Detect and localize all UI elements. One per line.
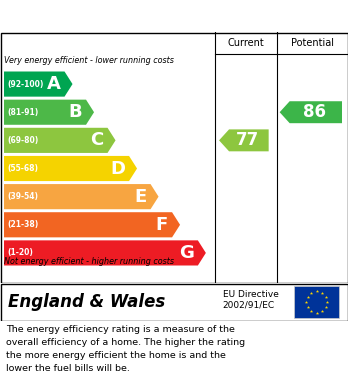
Text: F: F — [156, 216, 168, 234]
Text: (81-91): (81-91) — [7, 108, 38, 117]
Polygon shape — [4, 156, 137, 181]
Text: B: B — [69, 103, 82, 121]
Bar — [294, 286, 339, 318]
Text: England & Wales: England & Wales — [8, 293, 165, 311]
Text: C: C — [90, 131, 104, 149]
Text: Energy Efficiency Rating: Energy Efficiency Rating — [8, 9, 218, 23]
Text: E: E — [134, 188, 147, 206]
Text: (55-68): (55-68) — [7, 164, 38, 173]
Text: 86: 86 — [303, 103, 326, 121]
Text: A: A — [47, 75, 61, 93]
Polygon shape — [4, 100, 94, 125]
Text: Current: Current — [228, 38, 264, 48]
Polygon shape — [4, 212, 180, 237]
Polygon shape — [280, 101, 342, 123]
Polygon shape — [219, 129, 269, 151]
Text: EU Directive
2002/91/EC: EU Directive 2002/91/EC — [223, 290, 279, 310]
Text: Very energy efficient - lower running costs: Very energy efficient - lower running co… — [4, 56, 174, 65]
Text: (21-38): (21-38) — [7, 220, 38, 229]
Text: The energy efficiency rating is a measure of the
overall efficiency of a home. T: The energy efficiency rating is a measur… — [6, 325, 245, 373]
Text: (69-80): (69-80) — [7, 136, 38, 145]
Text: 77: 77 — [236, 131, 260, 149]
Text: (92-100): (92-100) — [7, 80, 44, 89]
Polygon shape — [4, 72, 72, 97]
Polygon shape — [4, 184, 159, 209]
Text: Potential: Potential — [291, 38, 334, 48]
Text: G: G — [179, 244, 194, 262]
Text: (1-20): (1-20) — [7, 248, 33, 257]
Text: (39-54): (39-54) — [7, 192, 38, 201]
Text: D: D — [110, 160, 125, 178]
Text: Not energy efficient - higher running costs: Not energy efficient - higher running co… — [4, 257, 174, 266]
Polygon shape — [4, 128, 116, 153]
Polygon shape — [4, 240, 206, 265]
